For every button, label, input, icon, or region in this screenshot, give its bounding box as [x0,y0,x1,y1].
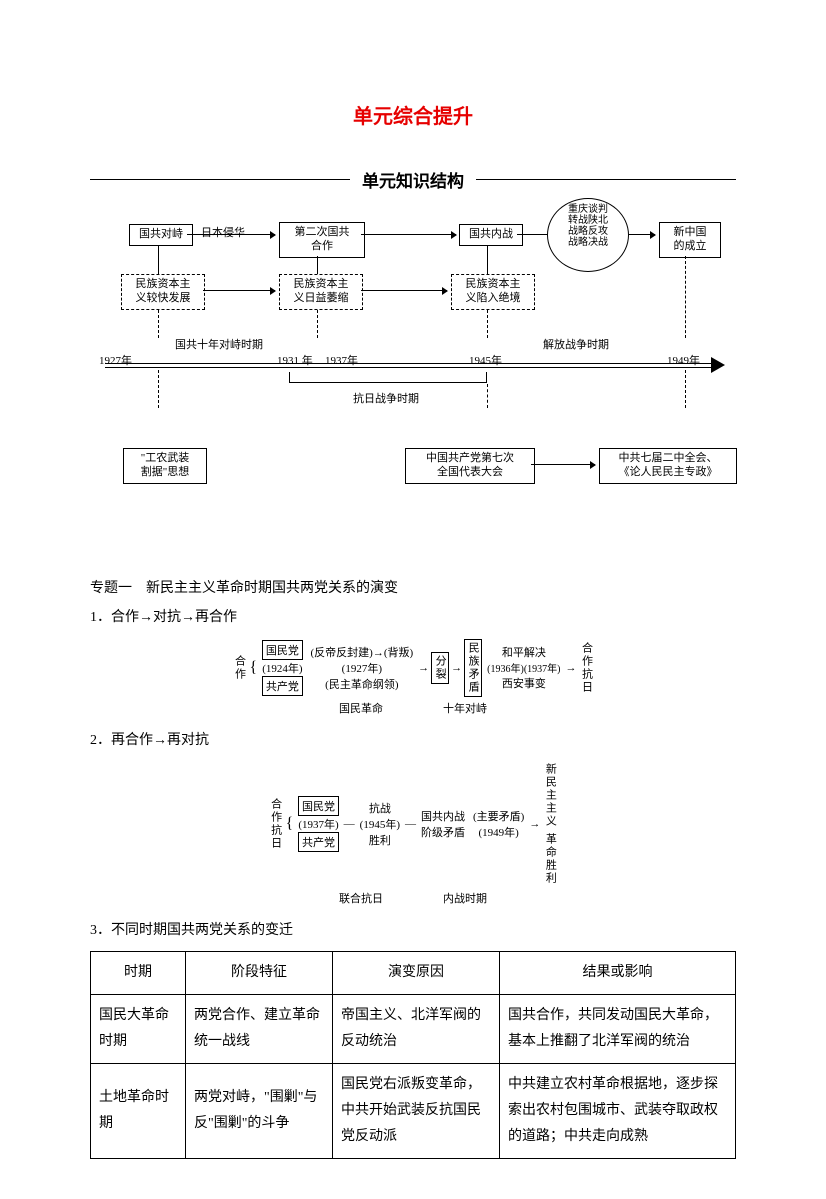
conn [685,256,687,338]
td-feature: 两党合作、建立革命统一战线 [186,995,333,1064]
th-feature: 阶段特征 [186,952,333,995]
conn [487,246,488,274]
topic-1-title: 专题一 新民主主义革命时期国共两党关系的演变 [90,574,736,603]
arrow [629,234,655,235]
relation-table: 时期 阶段特征 演变原因 结果或影响 国民大革命时期 两党合作、建立革命统一战线… [90,951,736,1158]
conn [317,256,318,274]
td-reason: 国民党右派叛变革命，中共开始武装反抗国民党反动派 [333,1063,500,1158]
structure-diagram: 国共对峙 日本侵华 第二次国共 合作 国共内战 重庆谈判 转战陕北 战略反攻 战… [93,222,733,538]
note-japan: 日本侵华 [201,224,245,240]
period-3: 抗日战争时期 [353,390,419,406]
th-reason: 演变原因 [333,952,500,995]
period-1: 国共十年对峙时期 [175,336,263,352]
conn [487,384,489,408]
subtitle-row: 单元知识结构 [90,167,736,192]
th-period: 时期 [91,952,186,995]
node-newchina: 新中国 的成立 [659,222,721,258]
brace-war [289,372,487,383]
main-title: 单元综合提升 [90,100,736,129]
table-row: 土地革命时期 两党对峙，"围剿"与反"围剿"的斗争 国民党右派叛变革命，中共开始… [91,1063,736,1158]
year-1945: 1945年 [469,352,502,368]
conn [517,234,547,235]
year-1927: 1927年 [99,352,132,368]
small-diagram-1: 合作 { 国民党 (1924年) 共产党 (反帝反封建)→(背叛) (1927年… [193,639,633,716]
arrow [361,234,456,235]
td-result: 国共合作，共同发动国民大革命，基本上推翻了北洋军阀的统治 [500,995,736,1064]
td-result: 中共建立农村革命根据地，逐步探索出农村包围城市、武装夺取政权的道路；中共走向成熟 [500,1063,736,1158]
node-strategy-circle: 重庆谈判 转战陕北 战略反攻 战略决战 [547,198,629,272]
item-1: 1．合作→对抗→再合作 [90,603,736,632]
conn [158,246,159,274]
conn [158,310,160,338]
conn [317,310,319,338]
arrow [361,290,447,291]
td-period: 土地革命时期 [91,1063,186,1158]
table-header-row: 时期 阶段特征 演变原因 结果或影响 [91,952,736,995]
arrow [203,290,275,291]
th-result: 结果或影响 [500,952,736,995]
bottom-boxes: "工农武装 割据"思想 中国共产党第七次 全国代表大会 中共七届二中全会、 《论… [93,448,733,538]
node-thought: "工农武装 割据"思想 [123,448,207,484]
sd2-brace-2: 内战时期 [443,890,487,906]
year-1931: 1931 年 [277,352,313,368]
sd2-brace-1: 联合抗日 [339,890,383,906]
arrow [187,234,275,235]
timeline-axis [93,360,733,368]
subtitle: 单元知识结构 [350,167,476,192]
table-row: 国民大革命时期 两党合作、建立革命统一战线 帝国主义、北洋军阀的反动统治 国共合… [91,995,736,1064]
sd1-brace-2: 十年对峙 [443,700,487,716]
conn [158,370,160,408]
conn [487,310,489,338]
node-civilwar: 国共内战 [459,224,523,246]
small-diagram-2: 合作抗日 { 国民党 (1937年) 共产党 — 抗战 (1945年) 胜利 —… [193,761,633,906]
year-1937: 1937年 [325,352,358,368]
conn [685,370,687,408]
divider-right [476,179,736,180]
sd1-left-v: 合作 [232,653,248,683]
year-1949: 1949年 [667,352,700,368]
item-3: 3．不同时期国共两党关系的变迁 [90,916,736,945]
node-econ-fast: 民族资本主 义较快发展 [121,274,205,310]
td-feature: 两党对峙，"围剿"与反"围剿"的斗争 [186,1063,333,1158]
arrow [531,464,595,465]
node-econ-dead: 民族资本主 义陷入绝境 [451,274,535,310]
node-plenum: 中共七届二中全会、 《论人民民主专政》 [599,448,737,484]
node-coop2: 第二次国共 合作 [279,222,365,258]
sd1-brace-1: 国民革命 [339,700,383,716]
td-reason: 帝国主义、北洋军阀的反动统治 [333,995,500,1064]
node-congress7: 中国共产党第七次 全国代表大会 [405,448,535,484]
node-econ-shrink: 民族资本主 义日益萎缩 [279,274,363,310]
period-2: 解放战争时期 [543,336,609,352]
divider-left [90,179,350,180]
timeline: 国共十年对峙时期 解放战争时期 1927年 1931 年 1937年 1945年… [93,344,733,444]
node-confront: 国共对峙 [129,224,193,246]
item-2: 2．再合作→再对抗 [90,726,736,755]
td-period: 国民大革命时期 [91,995,186,1064]
